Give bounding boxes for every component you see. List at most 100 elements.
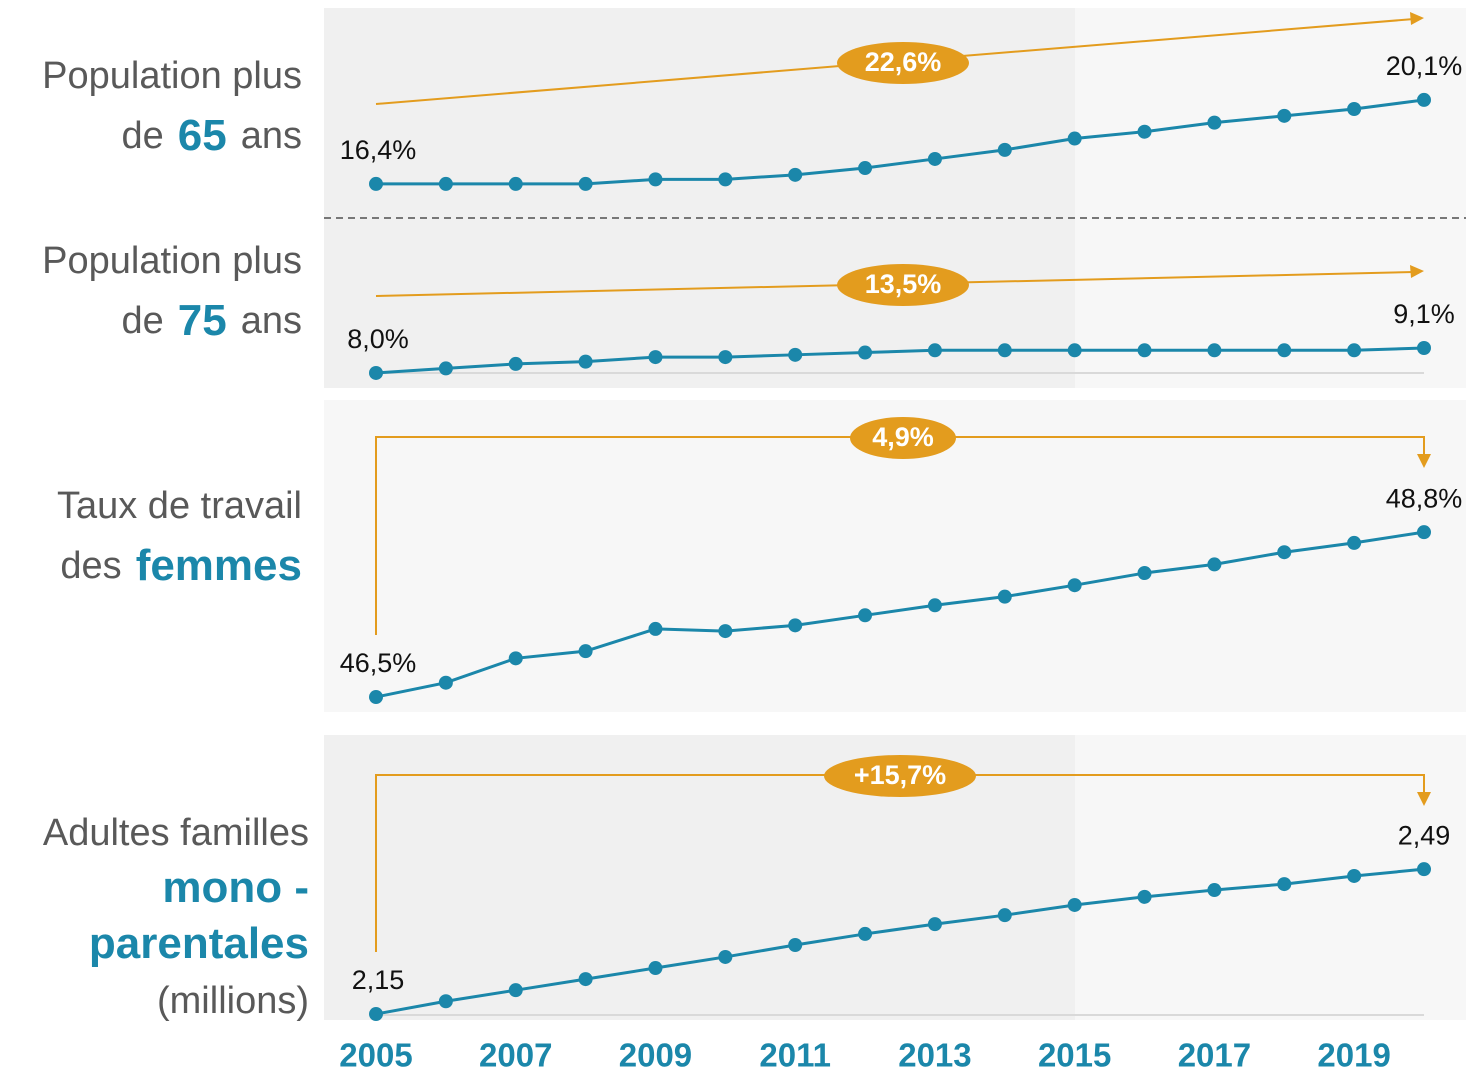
data-point — [438, 361, 453, 376]
panel-bg — [1075, 8, 1466, 388]
data-point — [858, 345, 873, 360]
data-point — [997, 589, 1012, 604]
data-label: 2,49 — [1398, 820, 1451, 850]
annotation-text: 13,5% — [865, 269, 942, 299]
data-point — [1067, 343, 1082, 358]
data-point — [1277, 343, 1292, 358]
data-point — [1207, 343, 1222, 358]
data-point — [438, 176, 453, 191]
data-point — [1277, 877, 1292, 892]
data-point — [1067, 897, 1082, 912]
data-label: 2,15 — [352, 965, 405, 995]
data-point — [927, 343, 942, 358]
label-part: (millions) — [157, 980, 309, 1022]
label-part: 65 — [178, 111, 227, 160]
data-point — [718, 949, 733, 964]
label-part: de — [121, 115, 163, 157]
data-point — [1417, 862, 1431, 877]
panel-label: (millions) — [157, 980, 309, 1022]
panel-label: mono - — [162, 863, 309, 912]
data-point — [997, 908, 1012, 923]
data-point — [369, 365, 383, 380]
data-point — [858, 608, 873, 623]
data-point — [508, 983, 523, 998]
arrow-head — [1417, 454, 1431, 468]
x-tick-label: 2015 — [1038, 1037, 1111, 1074]
data-point — [1137, 889, 1152, 904]
annotation-pill — [824, 755, 976, 797]
panel-label: de 75 ans — [121, 296, 302, 345]
data-line — [376, 98, 1425, 186]
data-point — [858, 161, 873, 176]
data-point — [718, 624, 733, 639]
data-point — [508, 176, 523, 191]
data-point — [1067, 131, 1082, 146]
data-point — [718, 350, 733, 365]
data-point — [788, 618, 803, 633]
data-point — [369, 1007, 383, 1022]
data-point — [788, 167, 803, 182]
data-point — [927, 151, 942, 166]
data-point — [648, 172, 663, 187]
data-point — [578, 972, 593, 987]
data-label: 9,1% — [1393, 299, 1455, 329]
label-part: femmes — [136, 541, 302, 590]
label-part: ans — [241, 300, 302, 342]
data-point — [1207, 883, 1222, 898]
data-point — [578, 354, 593, 369]
data-point — [1277, 545, 1292, 560]
annotation-text: 4,9% — [872, 422, 934, 452]
x-tick-label: 2007 — [479, 1037, 552, 1074]
label-part: 75 — [178, 296, 227, 345]
label-part: Adultes familles — [43, 812, 309, 854]
data-label: 8,0% — [347, 324, 409, 354]
label-part: Population plus — [42, 240, 302, 282]
x-tick-label: 2013 — [898, 1037, 971, 1074]
label-part: ans — [241, 115, 302, 157]
annotation-pill — [850, 417, 956, 459]
data-point — [1417, 92, 1431, 107]
data-point — [578, 176, 593, 191]
data-line — [375, 867, 1425, 1016]
x-tick-label: 2011 — [759, 1037, 831, 1074]
data-point — [648, 350, 663, 365]
data-point — [788, 938, 803, 953]
label-part: Population plus — [42, 55, 302, 97]
data-point — [788, 347, 803, 362]
panel-label: des femmes — [60, 541, 302, 590]
data-point — [1347, 343, 1362, 358]
data-point — [997, 142, 1012, 157]
data-point — [1417, 341, 1431, 356]
annotation-text: +15,7% — [854, 760, 946, 790]
data-point — [1137, 566, 1152, 581]
data-point — [1207, 557, 1222, 572]
data-point — [997, 343, 1012, 358]
panel-label: Population plus — [42, 55, 302, 97]
data-point — [858, 926, 873, 941]
arrow-head — [1417, 792, 1431, 806]
data-point — [369, 690, 383, 705]
data-point — [718, 172, 733, 187]
panel-label: Population plus — [42, 240, 302, 282]
data-point — [1347, 868, 1362, 883]
data-point — [648, 961, 663, 976]
data-point — [508, 356, 523, 371]
data-label: 20,1% — [1386, 51, 1463, 81]
data-point — [1347, 102, 1362, 117]
panel-label: Adultes familles — [43, 812, 309, 854]
data-point — [1067, 578, 1082, 593]
label-part: Taux de travail — [57, 485, 302, 527]
data-line — [375, 346, 1425, 375]
data-point — [927, 917, 942, 932]
arrow-head — [1410, 12, 1424, 25]
annotation-pill — [837, 42, 969, 84]
data-label: 48,8% — [1386, 483, 1463, 513]
annotation-text: 22,6% — [865, 47, 942, 77]
x-tick-label: 2009 — [619, 1037, 692, 1074]
label-part: parentales — [89, 919, 309, 968]
x-tick-label: 2017 — [1178, 1037, 1251, 1074]
panel-label: parentales — [89, 919, 309, 968]
data-point — [1207, 115, 1222, 130]
data-point — [1137, 124, 1152, 139]
